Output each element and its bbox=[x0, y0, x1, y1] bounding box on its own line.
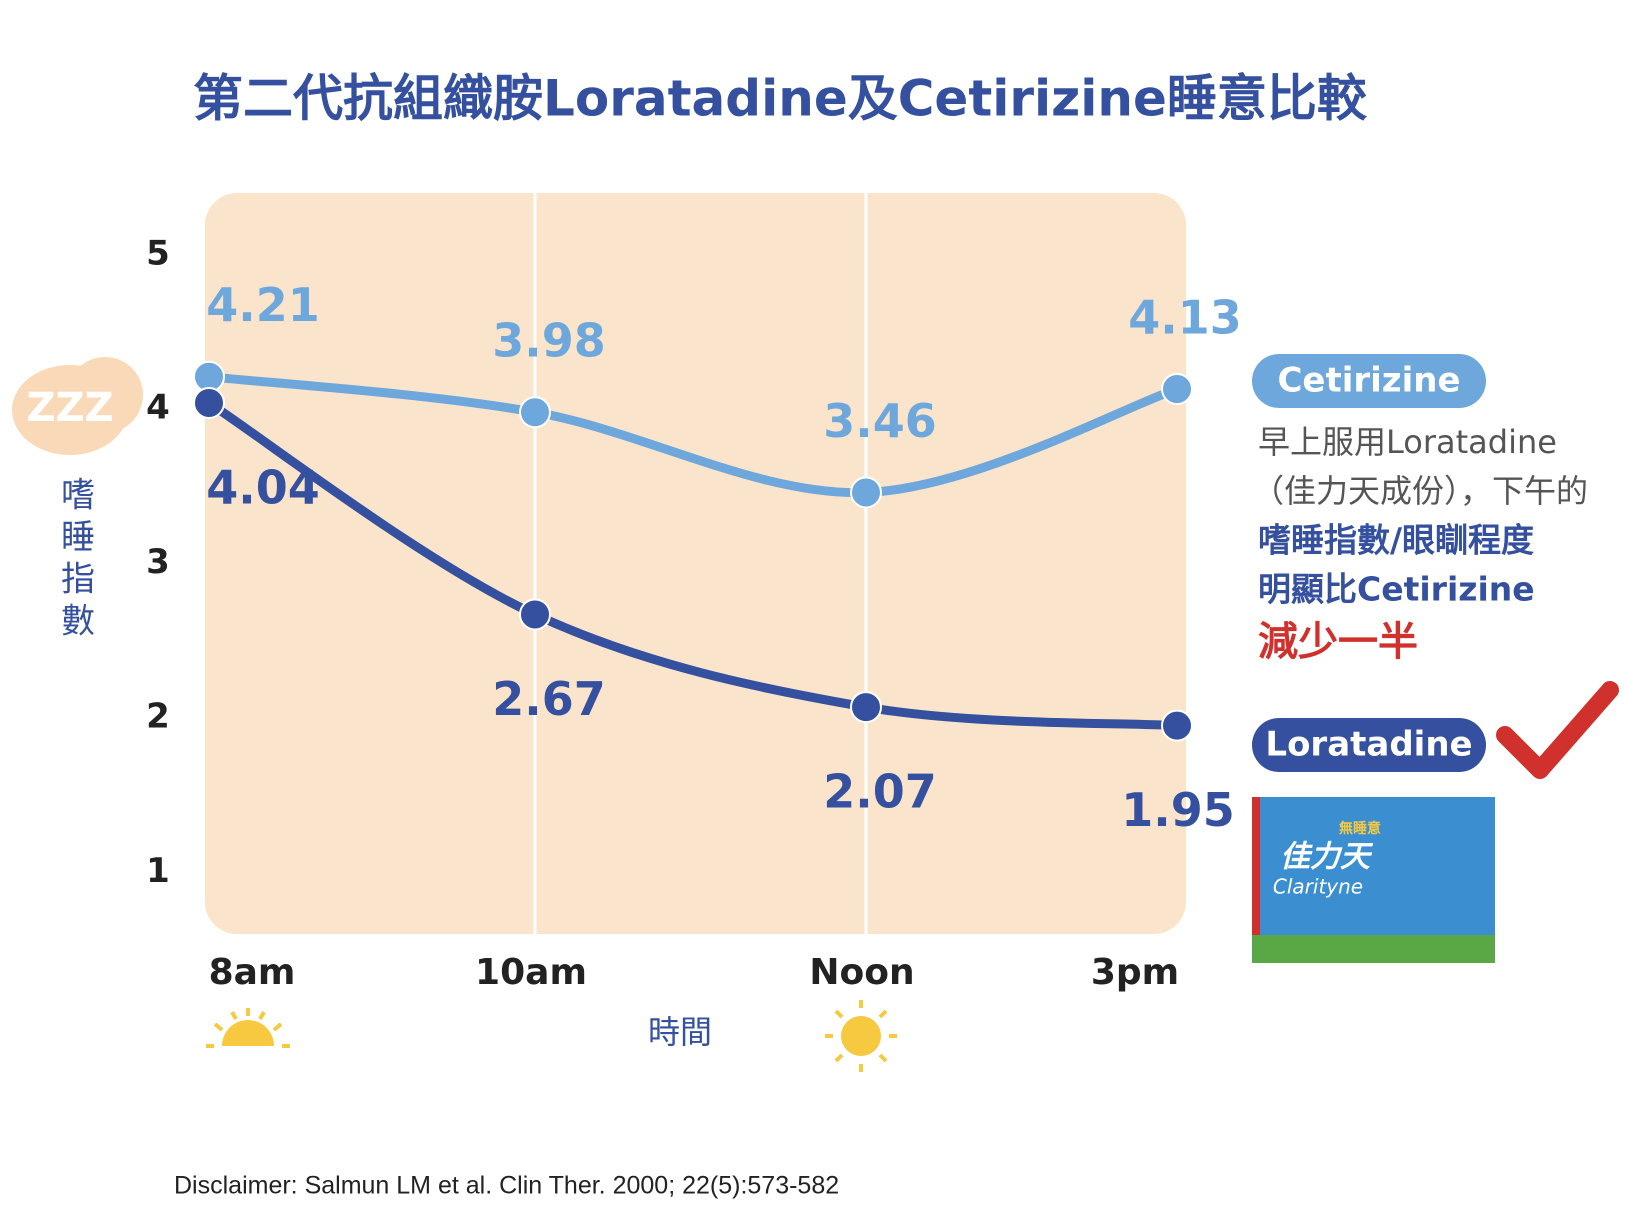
product-box: 無睡意 佳力天 Clarityne bbox=[1252, 797, 1495, 963]
y-tick-label: 5 bbox=[146, 233, 170, 273]
annotation-line: （佳力天成份），下午的 bbox=[1252, 472, 1588, 510]
data-point bbox=[850, 691, 882, 724]
product-brand: 佳力天 bbox=[1280, 840, 1374, 875]
zzz-icon: ZZZ bbox=[12, 357, 143, 455]
disclaimer: Disclaimer: Salmun LM et al. Clin Ther. … bbox=[174, 1172, 839, 1200]
data-point bbox=[519, 598, 551, 631]
y-tick-label: 3 bbox=[146, 542, 170, 582]
chart-title: 第二代抗組織胺Loratadine及Cetirizine睡意比較 bbox=[193, 70, 1368, 128]
data-label: 3.46 bbox=[823, 394, 937, 448]
x-tick-label: 10am bbox=[475, 952, 587, 993]
legend-badge bbox=[1252, 354, 1486, 408]
y-tick-label: 4 bbox=[146, 388, 170, 428]
data-label: 3.98 bbox=[492, 314, 606, 368]
data-point bbox=[1161, 373, 1193, 406]
x-axis-label: 時間 bbox=[648, 1013, 712, 1051]
data-label: 2.07 bbox=[823, 765, 937, 819]
annotation-line: 減少一半 bbox=[1258, 619, 1418, 665]
data-point bbox=[1161, 709, 1193, 742]
y-axis-label-char: 指 bbox=[61, 560, 95, 600]
series-line bbox=[206, 399, 1178, 731]
data-point bbox=[519, 396, 551, 429]
y-axis-label-char: 數 bbox=[61, 602, 95, 642]
check-mark bbox=[1496, 681, 1619, 779]
y-tick-label: 2 bbox=[146, 696, 170, 736]
product-name: Clarityne bbox=[1273, 875, 1363, 899]
legend-label: Loratadine bbox=[1265, 725, 1472, 765]
series-line bbox=[208, 372, 1179, 498]
annotation-line: 明顯比Cetirizine bbox=[1258, 570, 1535, 609]
plot-area bbox=[205, 193, 1186, 934]
data-label: 1.95 bbox=[1121, 783, 1235, 837]
sun-icons bbox=[206, 1000, 897, 1072]
data-point bbox=[850, 476, 882, 509]
annotation-line: 早上服用Loratadine bbox=[1258, 423, 1557, 461]
annotation-line: 嗜睡指數/眼瞓程度 bbox=[1258, 521, 1534, 560]
x-tick-label: Noon bbox=[809, 952, 914, 993]
data-point bbox=[193, 386, 225, 419]
x-tick-label: 8am bbox=[209, 952, 296, 993]
legend-badge bbox=[1252, 718, 1486, 772]
data-label: 4.21 bbox=[206, 278, 320, 332]
product-tag: 無睡意 bbox=[1339, 820, 1381, 837]
data-label: 4.13 bbox=[1128, 291, 1242, 345]
data-label: 2.67 bbox=[492, 672, 606, 726]
y-axis-label-char: 睡 bbox=[61, 518, 95, 558]
y-axis-label-char: 嗜 bbox=[61, 476, 95, 516]
y-tick-label: 1 bbox=[146, 851, 170, 891]
data-label: 4.04 bbox=[206, 460, 320, 514]
x-tick-label: 3pm bbox=[1091, 952, 1179, 993]
svg-text:ZZZ: ZZZ bbox=[26, 385, 113, 431]
legend-label: Cetirizine bbox=[1277, 361, 1460, 401]
